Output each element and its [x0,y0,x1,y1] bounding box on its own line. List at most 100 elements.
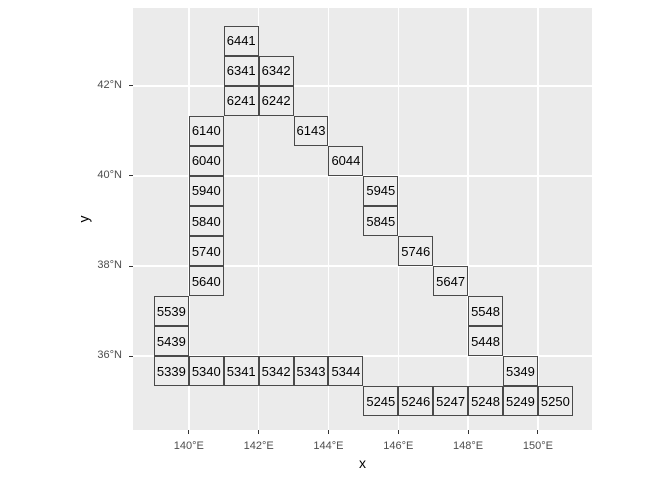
grid-cell-label: 5343 [296,363,326,379]
grid-cell-label: 5349 [505,363,535,379]
y-tick-label: 36°N [97,349,122,362]
y-major-gridline [133,175,592,177]
x-major-gridline [537,8,539,430]
grid-cell: 5245 [363,386,399,417]
y-tick-label: 38°N [97,259,122,272]
grid-cell-label: 5548 [471,303,500,319]
grid-cell-label: 6242 [261,93,291,109]
grid-cell: 6140 [188,115,224,146]
grid-cell-label: 6044 [331,153,361,169]
x-major-gridline [257,8,260,430]
x-tick-mark [397,430,399,434]
grid-cell-label: 5647 [436,273,466,289]
grid-cell: 6441 [223,25,259,56]
x-tick-label: 142°E [243,440,274,452]
grid-cell: 5439 [153,326,189,357]
x-major-gridline [327,8,330,430]
plot-panel: 6441 6341 6342 6241 6242 6140 6143 6040 6044 5940… [133,8,592,430]
grid-cell-label: 5245 [366,393,396,409]
cells-layer: 6441 6341 6342 6241 6242 6140 6143 6040 6044 5940… [133,8,592,430]
x-axis-title: x [359,455,366,471]
y-tick-label: 42°N [97,78,122,91]
x-major-gridline [397,8,400,430]
grid-cell-label: 5246 [401,393,431,409]
grid-cell-label: 5249 [505,393,535,409]
grid-cell-label: 6342 [261,63,291,79]
grid-cell-label: 5840 [191,213,221,229]
grid-cell: 6044 [328,145,364,176]
grid-cell-label: 5740 [191,243,221,259]
grid-cell: 5448 [468,326,503,357]
x-major-gridline [467,8,469,430]
x-tick-mark [258,430,260,434]
grid-cell-label: 6341 [226,63,256,79]
grid-cell: 5343 [293,356,329,387]
grid-cell-label: 5845 [366,213,396,229]
grid-cell-label: 5439 [156,333,186,349]
grid-cell-label: 6241 [226,93,256,109]
grid-cell: 5840 [188,206,224,237]
grid-cell: 5940 [188,175,224,206]
grid-cell: 5945 [363,175,399,206]
x-tick-mark [188,430,190,434]
grid-cell-label: 5247 [436,393,466,409]
grid-cell-label: 5746 [401,243,431,259]
grid-cell: 5640 [188,266,224,297]
y-major-gridline [133,85,592,87]
grid-cell-label: 5448 [471,333,500,349]
grid-cell: 5248 [468,386,503,417]
grid-cell-label: 5945 [366,183,396,199]
grid-cell: 5344 [328,356,364,387]
grid-cell-label: 5339 [156,363,186,379]
grid-cell: 5246 [398,386,434,417]
grid-cell: 5341 [223,356,259,387]
x-tick-label: 148°E [453,440,484,452]
grid-cell: 6342 [258,55,294,86]
grid-cell-label: 5640 [191,273,221,289]
x-tick-mark [537,430,539,434]
grid-cell-label: 5539 [156,303,186,319]
grid-cell: 6143 [293,115,329,146]
grid-cell: 5247 [433,386,469,417]
grid-cell-label: 6143 [296,123,326,139]
grid-cell-label: 6040 [191,153,221,169]
grid-cell-label: 5940 [191,183,221,199]
grid-cell-label: 5340 [191,363,221,379]
grid-cell: 5349 [502,356,538,387]
y-tick-mark [129,355,133,357]
x-tick-label: 146°E [383,440,414,452]
y-tick-mark [129,175,133,177]
grid-cell-label: 6441 [226,33,256,49]
x-tick-label: 140°E [173,440,204,452]
x-tick-mark [327,430,329,434]
grid-cell-label: 5341 [226,363,256,379]
y-major-gridline [133,265,592,267]
grid-cell: 5548 [468,296,503,327]
y-tick-mark [129,265,133,267]
grid-cell-label: 5342 [261,363,291,379]
grid-cell: 5340 [188,356,224,387]
grid-cell: 5647 [433,266,469,297]
grid-cell: 5845 [363,206,399,237]
x-tick-label: 150°E [522,440,553,452]
grid-cell: 5342 [258,356,294,387]
grid-cell: 5740 [188,236,224,267]
grid-cell: 5339 [153,356,189,387]
y-axis-title: y [75,215,92,223]
y-tick-mark [129,85,133,87]
grid-cell: 6040 [188,145,224,176]
grid-cell: 5249 [502,386,538,417]
grid-cell: 5539 [153,296,189,327]
x-tick-mark [467,430,469,434]
grid-cell-label: 5248 [471,393,500,409]
y-tick-label: 40°N [97,168,122,181]
grid-cell: 5746 [398,236,434,267]
grid-cell-label: 5250 [540,393,570,409]
x-tick-label: 144°E [313,440,344,452]
grid-cell: 6341 [223,55,259,86]
grid-cell: 6241 [223,85,259,116]
grid-cell-label: 5344 [331,363,361,379]
grid-cell-label: 6140 [191,123,221,139]
grid-cell: 5250 [537,386,573,417]
